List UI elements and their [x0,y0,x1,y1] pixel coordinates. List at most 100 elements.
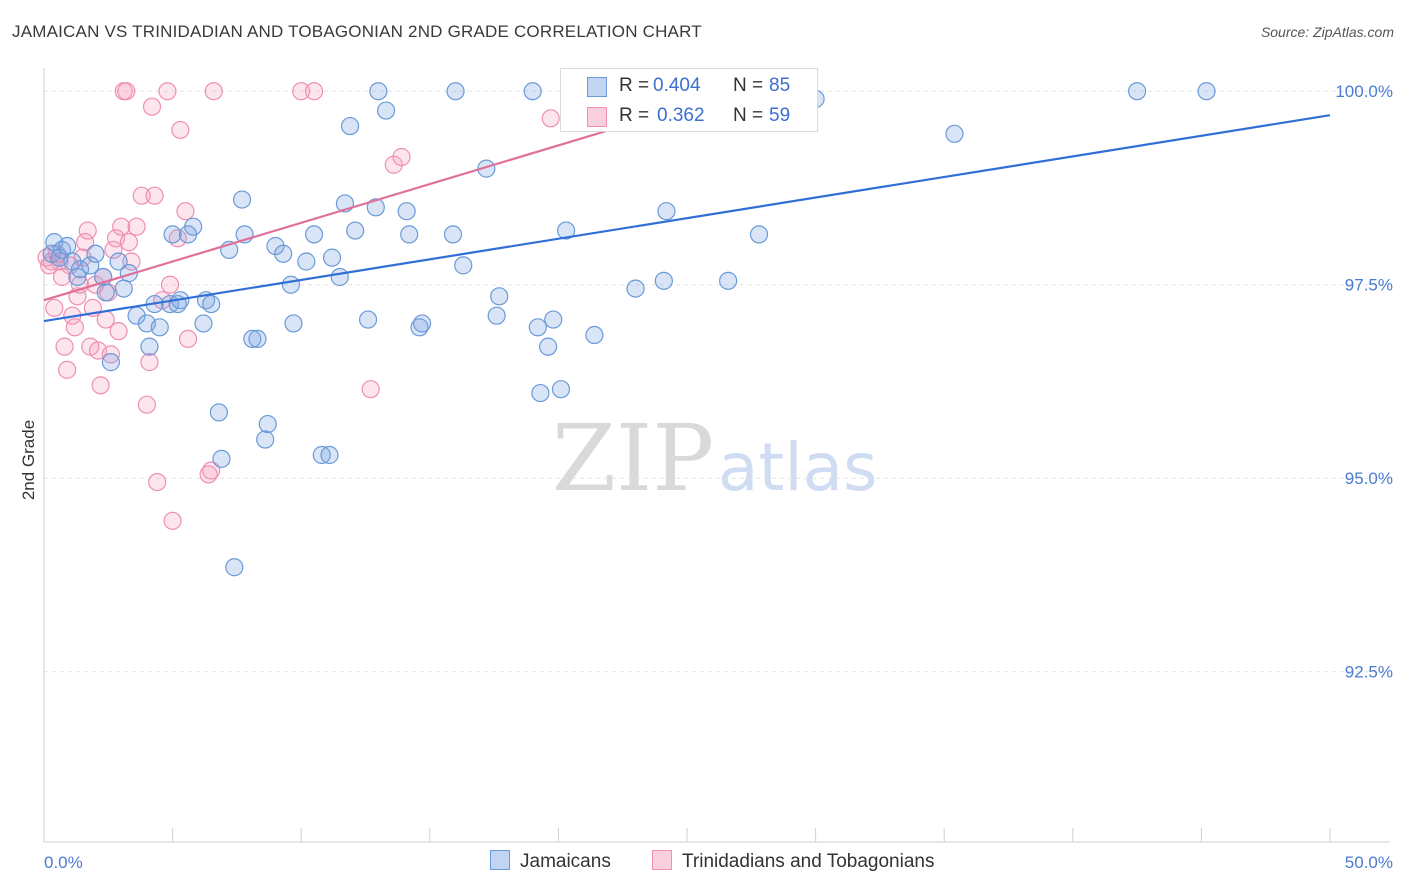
data-point-jamaicans [366,198,385,217]
data-point-jamaicans [557,221,576,240]
legend-item-trinidadians[interactable]: Trinidadians and Tobagonians [652,850,934,873]
data-point-jamaicans [101,353,120,372]
stats-row-jamaicans: R = 0.404 N = 85 [561,71,817,101]
data-point-jamaicans [266,236,285,256]
x-tick-label: 50.0% [1345,853,1393,872]
data-point-trinidadians [361,380,380,399]
data-point-jamaicans [945,124,964,143]
label-layer: 92.5% 95.0% 97.5% 100.0% 0.0% 50.0% 2nd Grade [19,82,1393,872]
data-point-trinidadians [78,221,97,240]
chart-source: Source: ZipAtlas.com [1260,24,1394,40]
data-point-jamaicans [376,101,396,120]
data-point-jamaicans [330,267,349,287]
data-point-trinidadians [142,97,162,116]
legend: Jamaicans Trinidadians and Tobagonians [0,850,1406,880]
data-point-jamaicans [490,287,509,306]
data-point-jamaicans [1197,82,1216,101]
data-point-trinidadians [137,395,156,414]
data-point-jamaicans [109,252,128,271]
data-point-jamaicans [1127,82,1147,101]
grid-layer [44,90,1390,673]
data-point-trinidadians [204,82,223,101]
data-point-jamaicans [454,256,473,275]
series-trinidadians-points [37,82,774,530]
data-point-jamaicans [657,202,676,221]
data-point-jamaicans [150,318,169,337]
data-point-trinidadians [132,186,151,205]
legend-item-jamaicans[interactable]: Jamaicans [490,850,611,873]
data-point-jamaicans [248,329,267,348]
data-point-trinidadians [76,233,95,252]
n-value: 85 [769,75,791,96]
axis-layer [43,68,1390,843]
data-point-jamaicans [539,337,558,356]
data-point-jamaicans [443,225,463,244]
data-point-jamaicans [626,279,645,298]
data-point-jamaicans [544,310,563,329]
data-point-jamaicans [412,314,432,333]
data-point-trinidadians [117,82,136,101]
n-value: 59 [769,105,791,126]
legend-label: Trinidadians and Tobagonians [682,851,935,872]
series-jamaicans-points [42,82,1216,577]
data-point-jamaicans [322,248,342,267]
data-point-jamaicans [140,337,159,356]
data-point-jamaicans [551,380,571,399]
data-point-jamaicans [58,236,77,256]
y-tick-label: 100.0% [1335,82,1393,101]
data-point-trinidadians [104,240,123,259]
data-point-trinidadians [178,329,198,348]
r-value: 0.404 [653,75,701,96]
data-point-jamaicans [274,244,293,263]
r-label: R = [619,105,650,126]
data-point-trinidadians [292,82,311,101]
data-point-jamaicans [400,225,419,244]
trend-line-jamaicans [43,114,1331,323]
y-tick-label: 92.5% [1345,663,1393,682]
data-point-jamaicans [96,283,115,302]
data-point-jamaicans [654,271,673,290]
y-tick-label: 97.5% [1345,276,1393,295]
data-point-jamaicans [86,244,105,263]
data-point-jamaicans [487,306,506,325]
data-point-jamaicans [258,414,277,434]
data-point-trinidadians [148,472,167,492]
data-point-trinidadians [65,318,84,337]
data-point-jamaicans [320,445,339,465]
data-point-trinidadians [202,461,221,480]
data-point-trinidadians [101,345,120,364]
data-point-jamaicans [70,260,90,279]
data-point-jamaicans [163,225,182,244]
r-value: 0.362 [657,105,705,126]
data-point-jamaicans [202,294,221,314]
data-point-jamaicans [297,252,316,271]
jamaicans-swatch [587,77,607,97]
data-point-jamaicans [81,256,100,275]
data-point-trinidadians [119,233,138,252]
data-point-trinidadians [384,155,403,174]
data-point-jamaicans [212,449,231,468]
data-point-trinidadians [392,147,411,167]
stats-box: R = 0.404 N = 85 R = 0.362 N = 59 [560,68,818,132]
chart-title: JAMAICAN VS TRINIDADIAN AND TOBAGONIAN 2… [12,22,702,41]
data-point-jamaicans [523,82,542,101]
data-point-trinidadians [140,353,159,372]
data-point-trinidadians [145,186,164,205]
data-point-jamaicans [284,314,303,333]
data-point-trinidadians [112,217,131,236]
data-point-jamaicans [528,318,547,337]
data-point-jamaicans [209,403,228,422]
jamaicans-legend-swatch [490,850,510,870]
data-point-trinidadians [91,376,110,395]
watermark-atlas: atlas [718,429,878,506]
data-point-trinidadians [109,322,128,341]
data-point-trinidadians [55,337,74,356]
data-point-jamaicans [719,271,738,290]
data-point-jamaicans [358,310,378,329]
data-point-jamaicans [346,221,365,240]
data-point-trinidadians [176,202,195,221]
data-point-jamaicans [446,82,465,101]
n-label: N = [733,75,764,96]
data-point-jamaicans [184,217,203,236]
